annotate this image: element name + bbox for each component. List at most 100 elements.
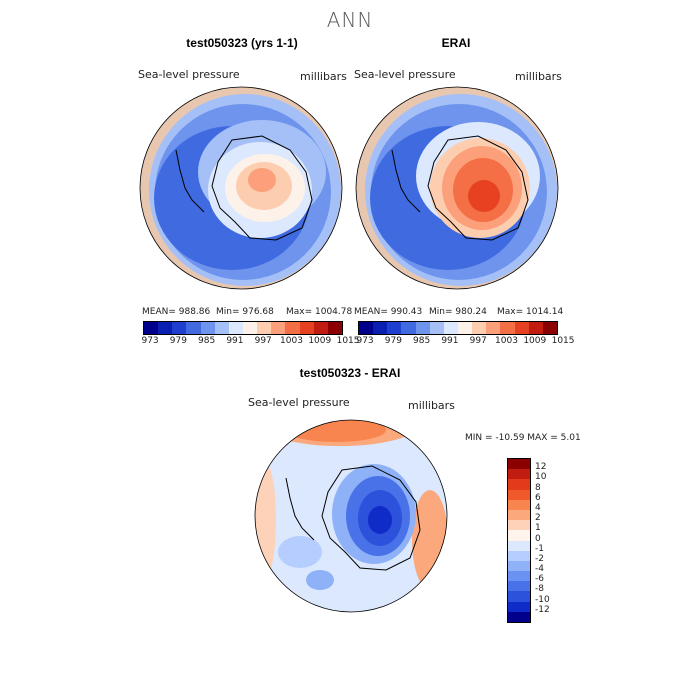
colorbar-tick-label: 1003 [280,336,303,346]
colorbar-swatch [508,520,530,531]
panel3-stats: MIN = -10.59 MAX = 5.01 [465,433,581,443]
diff-colorbar-ticks: 12 10 8 6 4 2 1 0 -1 -2 -4 -6 -8 -10 -12 [535,458,575,621]
colorbar-swatch [508,591,530,602]
colorbar-tick-label: -1 [535,543,544,554]
colorbar-tick-label: 6 [535,492,541,503]
colorbar-tick-label: 2 [535,513,541,524]
panel2-colorbar [358,321,558,335]
colorbar-swatch [285,322,300,334]
colorbar-swatch [508,550,530,561]
colorbar-tick-label: 8 [535,482,541,493]
colorbar-tick-label: 985 [413,336,431,346]
colorbar-tick-label: -6 [535,574,544,585]
colorbar-swatch [457,322,473,334]
panel2-units: millibars [515,70,562,83]
panel1-title: test050323 (yrs 1-1) [186,36,298,50]
panel1-colorbar [143,321,343,335]
colorbar-tick-label: 1 [535,523,541,534]
panel2-stats-max: Max= 1014.14 [497,307,564,317]
map-panel2 [356,87,558,289]
colorbar-swatch [472,322,487,334]
colorbar-swatch [172,322,187,334]
colorbar-swatch [327,322,342,334]
panel1-stats-min: Min= 976.68 [216,307,274,317]
colorbar-tick-label: 991 [441,336,459,346]
colorbar-swatch [486,322,501,334]
colorbar-swatch [508,509,530,521]
colorbar-tick-label: 979 [169,336,187,346]
colorbar-tick-label: -4 [535,564,544,575]
colorbar-swatch [257,322,272,334]
colorbar-tick-label: 997 [254,336,272,346]
colorbar-tick-label: 973 [356,336,374,346]
colorbar-swatch [508,540,530,551]
colorbar-swatch [500,322,515,334]
colorbar-swatch [508,469,530,480]
colorbar-swatch [313,322,328,334]
panel1-stats-mean: MEAN= 988.86 [142,307,211,317]
colorbar-tick-label: 0 [535,533,541,544]
panel1-variable: Sea-level pressure [138,68,240,81]
colorbar-swatch [508,611,530,622]
panel2-stats-min: Min= 980.24 [429,307,487,317]
colorbar-swatch [242,322,258,334]
colorbar-swatch [144,322,159,334]
panel2-stats-mean: MEAN= 990.43 [354,307,423,317]
colorbar-swatch [508,581,530,592]
panel1-stats-max: Max= 1004.78 [286,307,353,317]
colorbar-swatch [214,322,229,334]
colorbar-swatch [299,322,314,334]
panel3-title: test050323 - ERAI [299,366,401,380]
colorbar-swatch [271,322,286,334]
panel1-units: millibars [300,70,347,83]
colorbar-swatch [508,499,530,510]
colorbar-swatch [415,322,430,334]
colorbar-swatch [158,322,173,334]
colorbar-tick-label: 1015 [336,336,360,346]
colorbar-tick-label: 10 [535,472,547,483]
colorbar-swatch [508,479,530,490]
colorbar-tick-label: 991 [226,336,244,346]
colorbar-swatch [373,322,388,334]
colorbar-tick-label: 985 [198,336,216,346]
colorbar-swatch [508,571,530,582]
panel2-variable: Sea-level pressure [354,68,456,81]
colorbar-swatch [508,489,530,500]
diff-colorbar [507,458,531,623]
colorbar-tick-label: 12 [535,462,547,473]
colorbar-tick-label: 1003 [495,336,518,346]
colorbar-swatch [359,322,374,334]
colorbar-tick-label: -10 [535,594,550,605]
panel2-title: ERAI [441,36,471,50]
colorbar-tick-label: 973 [141,336,159,346]
colorbar-swatch [429,322,444,334]
colorbar-swatch [186,322,201,334]
colorbar-tick-label: -2 [535,553,544,564]
colorbar-swatch [508,560,530,572]
panel3-units: millibars [408,399,455,412]
colorbar-tick-label: 979 [384,336,402,346]
colorbar-swatch [443,322,458,334]
colorbar-tick-label: 1009 [308,336,332,346]
colorbar-tick-label: 1015 [551,336,575,346]
map-panel1 [140,87,342,289]
colorbar-swatch [508,601,530,612]
colorbar-tick-label: 997 [469,336,487,346]
colorbar-swatch [542,322,557,334]
colorbar-swatch [200,322,215,334]
figure-title: ANN [326,8,374,32]
map-panel3 [255,420,447,612]
colorbar-tick-label: 1009 [523,336,547,346]
colorbar-swatch [401,322,416,334]
colorbar-swatch [228,322,243,334]
colorbar-tick-label: -8 [535,584,544,595]
colorbar-swatch [508,459,530,470]
panel3-variable: Sea-level pressure [248,396,350,409]
colorbar-swatch [528,322,543,334]
colorbar-swatch [508,530,530,541]
colorbar-tick-label: 4 [535,502,541,513]
colorbar-tick-label: -12 [535,604,550,615]
colorbar-swatch [514,322,529,334]
colorbar-swatch [387,322,402,334]
